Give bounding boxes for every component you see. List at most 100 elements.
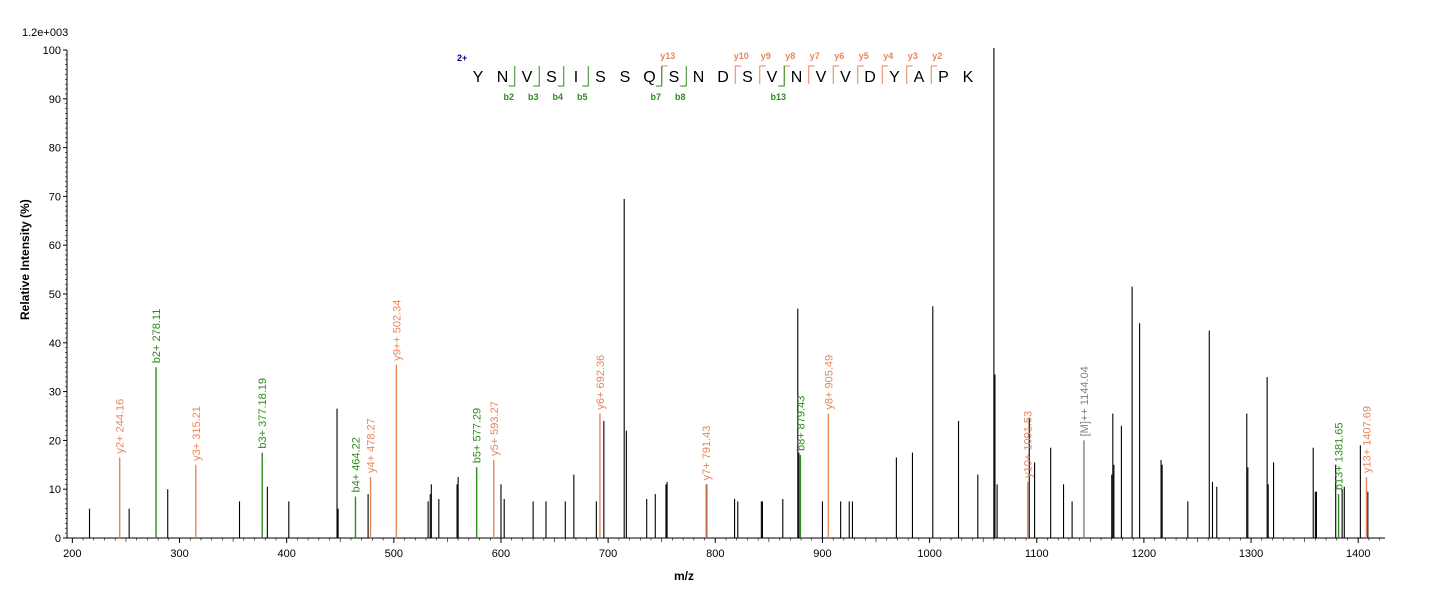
y-ion-label: y10 (734, 51, 749, 61)
y-tick-label: 0 (55, 533, 61, 545)
axes: 0 10 20 30 40 50 60 70 80 90 100 200 300 400 500 600 700… (43, 45, 1385, 560)
sequence-residue: N (497, 69, 509, 86)
y-ion-bracket (906, 65, 913, 84)
peak-label: [M]++ 1144.04 (1079, 366, 1091, 436)
sequence-residue: Q (643, 69, 655, 86)
x-tick-label: 1400 (1346, 548, 1370, 560)
peak-label: y3+ 315.21 (191, 406, 203, 461)
sequence-residue: V (767, 69, 778, 86)
x-tick-label: 1100 (1025, 548, 1049, 560)
peak-label: y13+ 1407.69 (1361, 406, 1373, 473)
x-tick-label: 500 (385, 548, 403, 560)
intensity-scale-label: 1.2e+003 (22, 27, 68, 39)
x-tick-label: 300 (170, 548, 188, 560)
y-ion-bracket (808, 65, 815, 84)
y-ion-bracket (832, 65, 840, 84)
sequence-residue: S (595, 69, 606, 86)
b-ion-bracket (680, 66, 687, 87)
y-ion-label: y13 (660, 51, 675, 61)
sequence-residue: V (816, 69, 827, 86)
y-tick-label: 60 (49, 240, 61, 252)
sequence-residue: N (693, 69, 705, 86)
sequence-residue: V (840, 69, 851, 86)
b-ion-bracket (533, 66, 540, 87)
b-ion-label: b4 (552, 92, 563, 102)
peak-label: y6+ 692.36 (595, 355, 607, 410)
peak-label: b5+ 577.29 (472, 408, 484, 463)
y-tick-label: 50 (49, 289, 61, 301)
y-tick-label: 10 (49, 484, 61, 496)
y-ion-label: y4 (883, 51, 893, 61)
peak-label: b8+ 879.43 (795, 396, 807, 451)
peak-label: y10+ 1091.53 (1023, 411, 1035, 478)
y-ion-label: y5 (859, 51, 869, 61)
b-ion-bracket (655, 66, 663, 87)
peak-label: y7+ 791.43 (701, 426, 713, 481)
sequence-residue: S (546, 69, 557, 86)
b-ion-label: b7 (650, 92, 661, 102)
y-ion-label: y6 (834, 51, 844, 61)
sequence-residue: A (914, 69, 925, 86)
y-ion-bracket (857, 65, 864, 84)
peak-annotations: y2+ 244.16 b2+ 278.11 y3+ 315.21 b3+ 377.18… (115, 300, 1373, 538)
peak-bars (88, 48, 1369, 538)
x-tick-label: 600 (492, 548, 510, 560)
peak-label: y2+ 244.16 (115, 399, 127, 454)
charge-state-label: 2+ (457, 53, 467, 63)
y-ion-label: y8 (785, 51, 795, 61)
x-tick-label: 1300 (1239, 548, 1263, 560)
y-ion-bracket (881, 65, 889, 84)
sequence-residue: N (791, 69, 803, 86)
x-tick-label: 1000 (917, 548, 941, 560)
y-ion-bracket (734, 65, 742, 84)
sequence-residue: Y (473, 69, 484, 86)
peak-label: y8+ 905.49 (823, 355, 835, 410)
x-tick-label: 1200 (1132, 548, 1156, 560)
x-tick-label: 200 (63, 548, 81, 560)
x-axis-title: m/z (674, 569, 694, 583)
y-axis-title: Relative Intensity (%) (18, 199, 32, 320)
peak-label: b13+ 1381.65 (1334, 422, 1346, 490)
y-tick-label: 30 (49, 387, 61, 399)
b-ion-bracket (508, 66, 516, 87)
b-ion-bracket (557, 66, 565, 87)
sequence-residue: K (963, 69, 974, 86)
y-tick-label: 90 (49, 94, 61, 106)
b-ion-label: b2 (503, 92, 514, 102)
b-ion-bracket (778, 66, 785, 87)
y-ion-label: y2 (932, 51, 942, 61)
sequence-residue: S (742, 69, 753, 86)
y-ion-label: y9 (761, 51, 771, 61)
sequence-residue: P (938, 69, 949, 86)
sequence-residue: S (669, 69, 680, 86)
b-ion-label: b5 (577, 92, 588, 102)
sequence-residue: Y (889, 69, 900, 86)
y-tick-label: 20 (49, 435, 61, 447)
sequence-residue: D (717, 69, 729, 86)
b-ion-label: b8 (675, 92, 686, 102)
y-tick-label: 80 (49, 143, 61, 155)
sequence-residue: V (522, 69, 533, 86)
y-ion-bracket (661, 65, 668, 84)
peak-label: y5+ 593.27 (489, 401, 501, 456)
y-tick-label: 70 (49, 191, 61, 203)
sequence-residue: I (574, 69, 578, 86)
peak-label: b3+ 377.18.19 (257, 378, 269, 449)
peak-label: b2+ 278.11 (151, 309, 163, 364)
x-tick-label: 800 (706, 548, 724, 560)
peak-label: y9++ 502.34 (391, 300, 403, 361)
x-tick-label: 900 (813, 548, 831, 560)
x-tick-label: 700 (599, 548, 617, 560)
sequence-residue: D (864, 69, 876, 86)
y-tick-label: 100 (43, 45, 61, 57)
y-ion-bracket (930, 65, 938, 84)
b-ion-label: b13 (770, 92, 786, 102)
y-tick-label: 40 (49, 338, 61, 350)
peak-label: b4+ 464.22 (350, 437, 362, 492)
y-ion-label: y3 (908, 51, 918, 61)
y-ion-bracket (783, 65, 791, 84)
y-ion-label: y7 (810, 51, 820, 61)
sequence-residue: S (620, 69, 631, 86)
